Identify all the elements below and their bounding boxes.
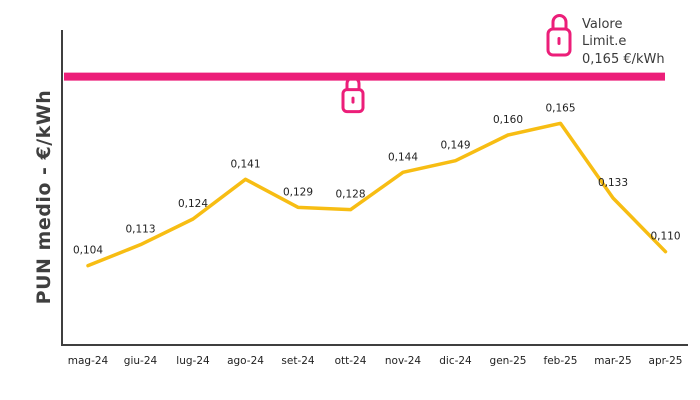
data-label: 0,110 [650,231,680,243]
data-label: 0,124 [178,198,208,210]
data-label: 0,141 [230,158,260,170]
data-label: 0,129 [283,186,313,198]
x-tick-labels: mag-24 giu-24 lug-24 ago-24 set-24 ott-24 nov-… [68,355,683,367]
lock-icon [546,14,572,57]
series-line [86,121,668,268]
data-label: 0,133 [598,177,628,189]
data-label: 0,144 [388,151,418,163]
data-label: 0,160 [493,114,523,126]
x-tick-label: gen-25 [490,355,527,367]
y-axis-label: PUN medio - €/kWh [33,90,55,305]
annotation-line3: 0,165 €/kWh [582,52,665,67]
data-label: 0,128 [335,189,365,201]
data-label: 0,165 [545,102,575,114]
annotation-line2: Limit.e [582,34,626,49]
data-labels: 0,104 0,113 0,124 0,141 0,129 0,128 0,144 0,149… [73,102,681,256]
x-tick-label: feb-25 [544,355,578,367]
x-tick-label: giu-24 [124,355,158,367]
x-tick-label: mag-24 [68,355,109,367]
lock-icon [341,76,365,114]
x-tick-label: lug-24 [176,355,210,367]
x-tick-label: ago-24 [227,355,264,367]
data-label: 0,149 [440,140,470,152]
annotation-line1: Valore [582,17,622,32]
x-tick-label: ott-24 [335,355,367,367]
data-label: 0,104 [73,245,103,257]
x-tick-label: apr-25 [649,355,683,367]
x-tick-label: set-24 [281,355,315,367]
x-tick-label: nov-24 [385,355,421,367]
data-label: 0,113 [125,224,155,236]
x-tick-label: mar-25 [594,355,631,367]
series-pun [86,121,668,268]
x-tick-label: dic-24 [439,355,472,367]
